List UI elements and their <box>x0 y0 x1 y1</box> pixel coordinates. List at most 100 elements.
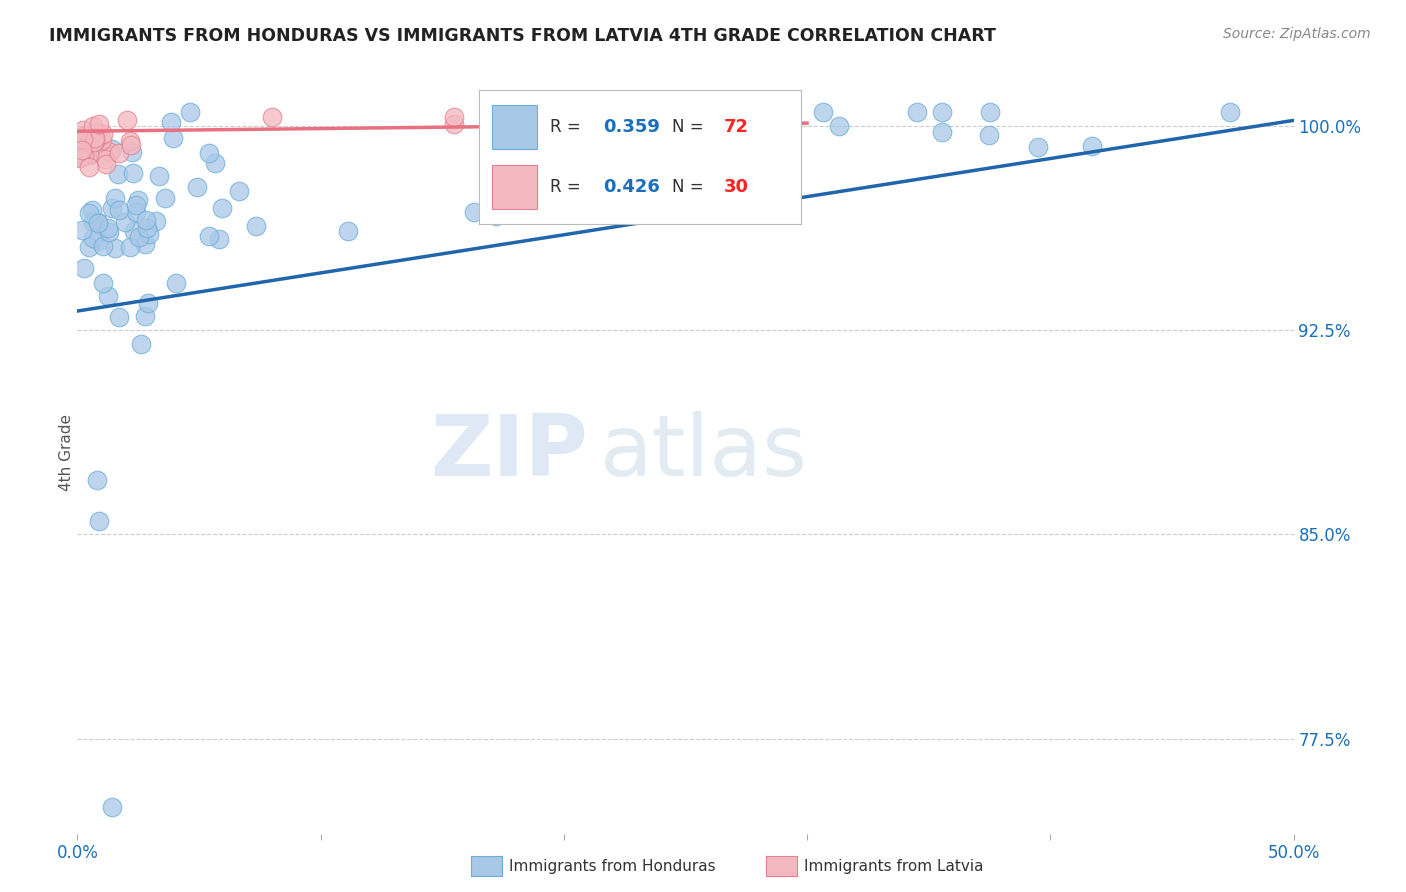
Point <box>100 142 122 156</box>
Point <box>179 105 201 120</box>
Point <box>121 145 143 159</box>
Point <box>87 514 110 528</box>
Point <box>1080 139 1102 153</box>
Point <box>228 184 250 198</box>
Point <box>135 220 157 235</box>
Point <box>204 156 226 170</box>
Point <box>1028 140 1050 154</box>
Point <box>120 240 142 254</box>
Point <box>83 135 105 149</box>
Point <box>931 105 953 120</box>
Point <box>72 129 94 144</box>
Point <box>155 191 177 205</box>
Point <box>211 202 233 216</box>
Point <box>69 150 91 164</box>
Point <box>979 105 1001 120</box>
Point <box>87 215 110 229</box>
Point <box>79 148 101 162</box>
Point <box>97 221 120 235</box>
Point <box>118 134 141 148</box>
Point <box>121 166 143 180</box>
Point <box>73 149 96 163</box>
Point <box>72 123 94 137</box>
Point <box>94 157 117 171</box>
Point <box>82 215 104 229</box>
Point <box>70 143 93 157</box>
Point <box>136 296 159 310</box>
Point <box>813 105 835 120</box>
Point <box>80 202 103 217</box>
Point <box>198 145 221 160</box>
Point <box>77 147 100 161</box>
Text: Source: ZipAtlas.com: Source: ZipAtlas.com <box>1223 27 1371 41</box>
Point <box>828 119 851 133</box>
Point <box>97 289 120 303</box>
Text: Immigrants from Honduras: Immigrants from Honduras <box>509 859 716 873</box>
Point <box>117 113 139 128</box>
Point <box>91 239 114 253</box>
Point <box>905 105 928 120</box>
Point <box>134 309 156 323</box>
Point <box>125 198 148 212</box>
Point <box>165 277 187 291</box>
Point <box>135 213 157 227</box>
Point <box>120 138 142 153</box>
Point <box>108 145 131 160</box>
Point <box>127 193 149 207</box>
Point <box>186 180 208 194</box>
Point <box>162 130 184 145</box>
Point <box>114 214 136 228</box>
Point <box>122 224 145 238</box>
Point <box>91 128 114 142</box>
Point <box>98 145 121 159</box>
Point <box>89 118 111 132</box>
Point <box>207 232 229 246</box>
Point <box>485 209 508 223</box>
Point <box>337 224 360 238</box>
Point <box>478 105 501 120</box>
Point <box>129 336 152 351</box>
Point <box>107 310 129 324</box>
Text: IMMIGRANTS FROM HONDURAS VS IMMIGRANTS FROM LATVIA 4TH GRADE CORRELATION CHART: IMMIGRANTS FROM HONDURAS VS IMMIGRANTS F… <box>49 27 995 45</box>
Point <box>69 136 91 150</box>
Text: ZIP: ZIP <box>430 411 588 494</box>
Point <box>70 223 93 237</box>
Y-axis label: 4th Grade: 4th Grade <box>59 414 73 491</box>
Point <box>73 260 96 275</box>
Point <box>516 147 538 161</box>
Point <box>84 134 107 148</box>
Point <box>931 125 953 139</box>
Point <box>72 132 94 146</box>
Point <box>84 126 107 140</box>
Text: Immigrants from Latvia: Immigrants from Latvia <box>804 859 984 873</box>
Point <box>107 167 129 181</box>
Point <box>86 473 108 487</box>
Point <box>83 131 105 145</box>
Point <box>103 241 125 255</box>
Point <box>98 225 121 239</box>
Point <box>79 206 101 220</box>
Point <box>82 231 104 245</box>
Point <box>93 152 115 166</box>
Point <box>91 276 114 290</box>
Point <box>77 161 100 175</box>
Point <box>148 169 170 184</box>
Point <box>69 151 91 165</box>
Point <box>463 205 485 219</box>
Point <box>87 216 110 230</box>
Point <box>198 229 221 244</box>
Text: atlas: atlas <box>600 411 808 494</box>
Point <box>138 227 160 242</box>
Point <box>160 115 183 129</box>
Point <box>125 204 148 219</box>
Point <box>90 140 112 154</box>
Point <box>108 203 131 218</box>
Point <box>1219 105 1241 120</box>
Point <box>245 219 267 233</box>
Point <box>75 128 97 142</box>
Point <box>86 234 108 248</box>
Point <box>443 111 465 125</box>
Point <box>443 117 465 131</box>
Point <box>977 128 1000 142</box>
Point <box>260 111 283 125</box>
